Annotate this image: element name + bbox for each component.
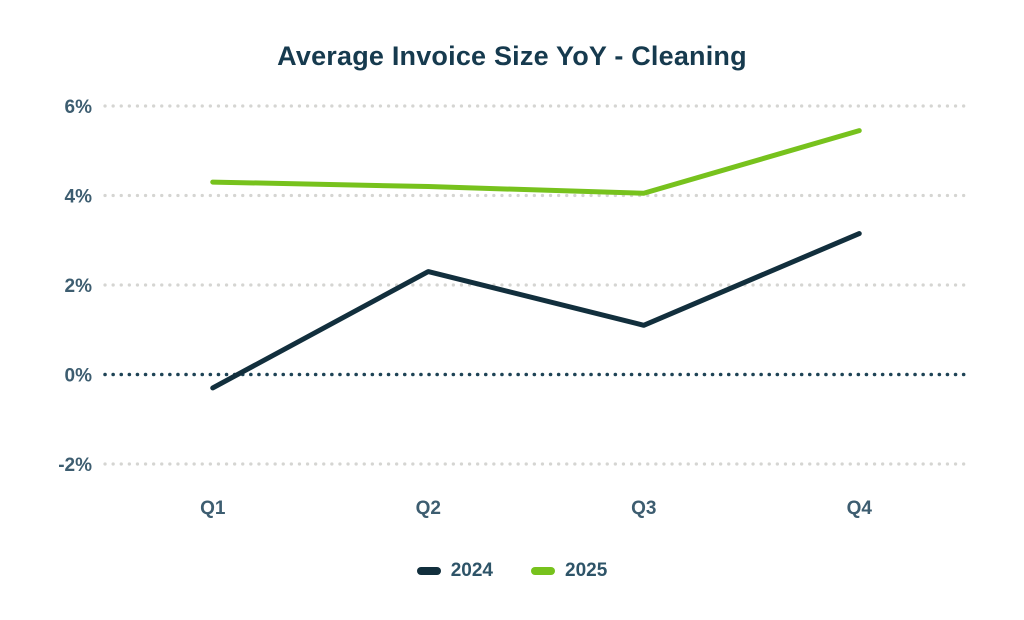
legend-label-2025: 2025 — [565, 560, 608, 581]
x-tick-label: Q2 — [416, 498, 441, 519]
x-tick-label: Q3 — [631, 498, 656, 519]
x-tick-label: Q4 — [847, 498, 873, 519]
y-tick-label: 0% — [65, 366, 93, 387]
series-line-2025 — [210, 128, 862, 196]
legend-swatch-2024 — [416, 567, 441, 575]
y-tick-label: 4% — [65, 187, 93, 208]
series-line-2024 — [210, 231, 862, 391]
x-tick-label: Q1 — [200, 498, 226, 519]
y-tick-label: 2% — [65, 276, 93, 297]
y-tick-label: 6% — [65, 97, 93, 118]
chart-title: Average Invoice Size YoY - Cleaning — [277, 41, 747, 71]
legend-swatch-2025 — [531, 567, 555, 575]
legend-item-2025: 2025 — [531, 560, 607, 582]
legend-label-2024: 2024 — [450, 560, 493, 581]
chart-legend: 2024 2025 — [0, 560, 1024, 582]
y-tick-label: -2% — [58, 455, 92, 476]
legend-item-2024: 2024 — [416, 560, 493, 582]
